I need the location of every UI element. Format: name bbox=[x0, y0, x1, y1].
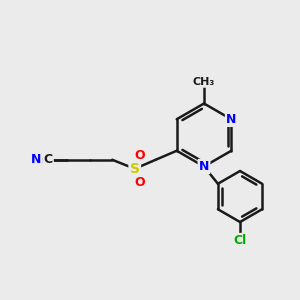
Text: S: S bbox=[130, 162, 140, 176]
Text: C: C bbox=[44, 153, 52, 166]
Text: Cl: Cl bbox=[233, 234, 247, 247]
Text: N: N bbox=[31, 153, 41, 166]
Text: N: N bbox=[199, 160, 209, 173]
Text: N: N bbox=[226, 113, 236, 126]
Text: CH₃: CH₃ bbox=[193, 76, 215, 87]
Text: O: O bbox=[134, 176, 145, 189]
Text: O: O bbox=[134, 149, 145, 162]
